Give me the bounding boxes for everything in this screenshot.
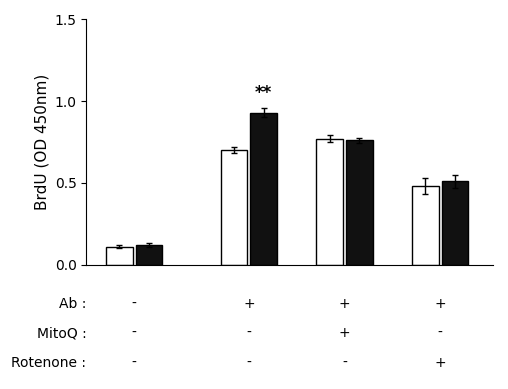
Text: -: - xyxy=(132,356,137,370)
Text: +: + xyxy=(243,297,255,311)
Bar xyxy=(106,247,133,265)
Bar xyxy=(220,150,247,265)
Bar xyxy=(441,181,468,265)
Text: +: + xyxy=(434,297,446,311)
Bar xyxy=(412,186,439,265)
Text: -: - xyxy=(132,297,137,311)
Text: -: - xyxy=(246,356,251,370)
Text: MitoQ :: MitoQ : xyxy=(37,326,86,340)
Bar xyxy=(250,112,277,265)
Text: -: - xyxy=(342,356,347,370)
Text: +: + xyxy=(339,326,351,340)
Text: -: - xyxy=(246,326,251,340)
Text: Ab :: Ab : xyxy=(59,297,86,311)
Text: +: + xyxy=(434,356,446,370)
Y-axis label: BrdU (OD 450nm): BrdU (OD 450nm) xyxy=(34,74,49,210)
Bar xyxy=(316,139,343,265)
Text: **: ** xyxy=(255,84,272,102)
Bar xyxy=(136,245,163,265)
Bar xyxy=(346,140,373,265)
Text: Rotenone :: Rotenone : xyxy=(11,356,86,370)
Text: -: - xyxy=(438,326,442,340)
Text: +: + xyxy=(339,297,351,311)
Text: -: - xyxy=(132,326,137,340)
